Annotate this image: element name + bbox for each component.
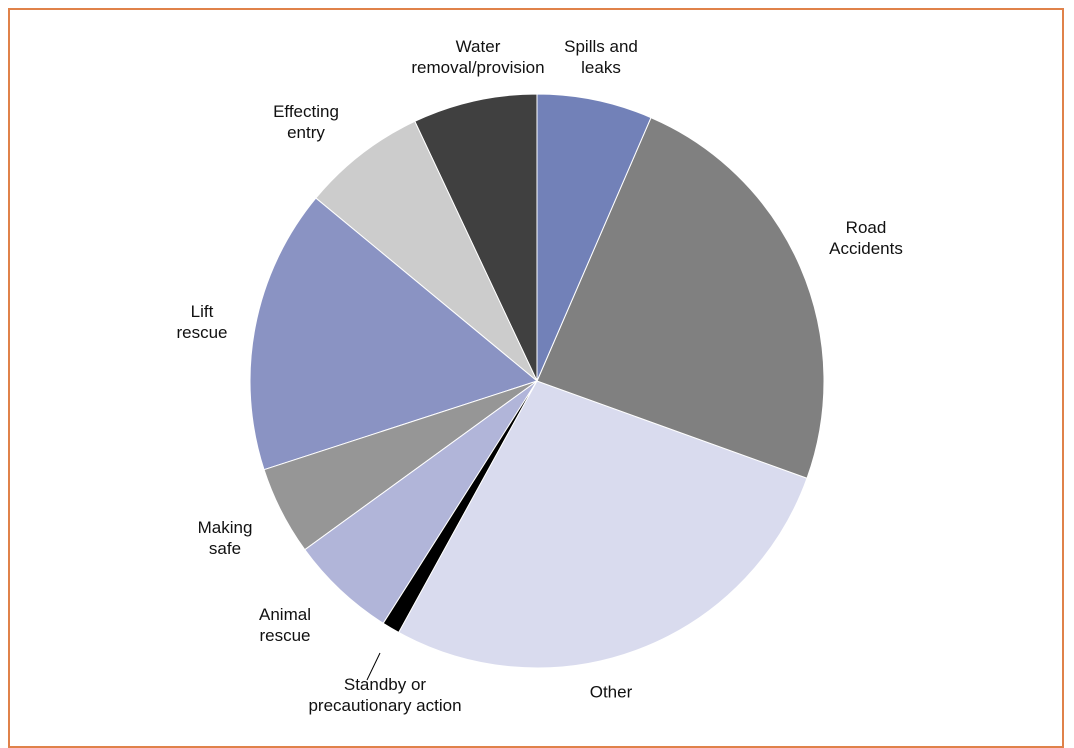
slice-label: Water removal/provision: [411, 37, 545, 77]
slice-label: Standby or precautionary action: [308, 675, 462, 715]
leader-line: [366, 652, 381, 681]
pie-slice: [414, 93, 538, 382]
pie-slice: [398, 380, 808, 669]
slice-label: Other: [589, 682, 633, 702]
pie-slice: [536, 93, 652, 382]
slice-label: Road Accidents: [829, 218, 903, 258]
pie-slice: [536, 116, 825, 479]
pie-slice: [249, 197, 539, 471]
slice-label: Animal rescue: [259, 605, 311, 645]
slice-label: Effecting entry: [273, 102, 339, 142]
pie-slice: [315, 120, 538, 382]
slice-label: Lift rescue: [176, 302, 228, 342]
slice-label: Spills and leaks: [564, 37, 638, 77]
slice-label: Making safe: [197, 518, 253, 558]
